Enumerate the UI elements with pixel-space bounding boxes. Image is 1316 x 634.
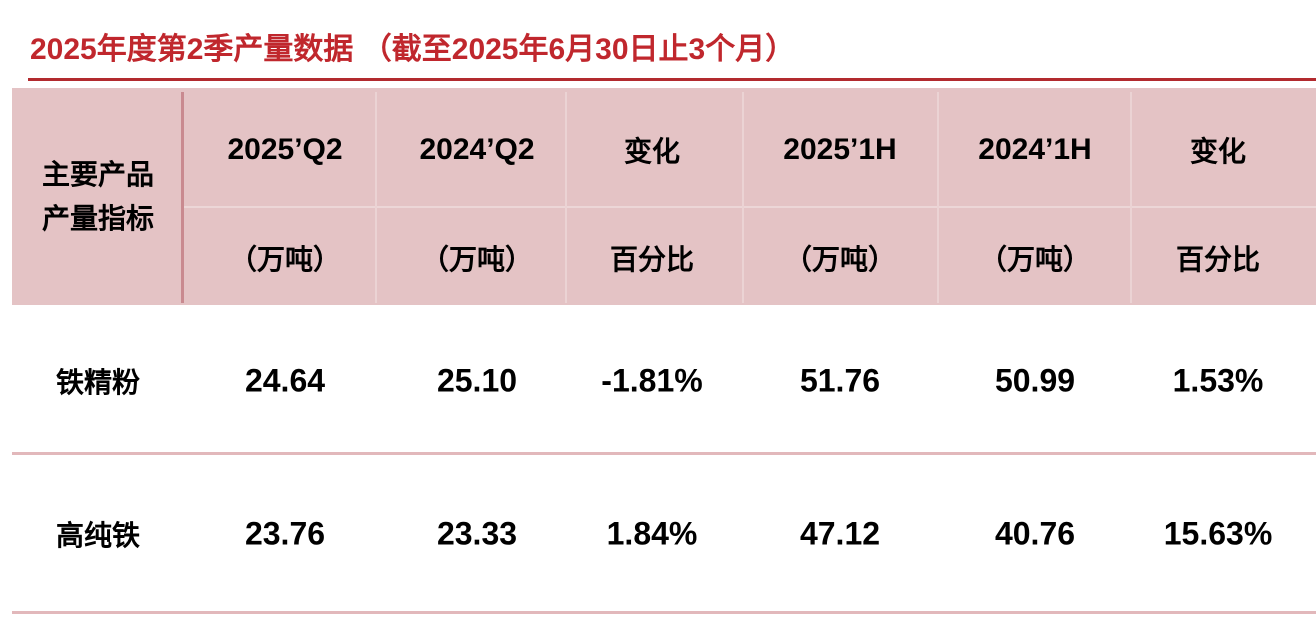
column-divider xyxy=(375,92,377,303)
column-divider xyxy=(565,92,567,303)
cell-value: 24.64 xyxy=(244,362,326,399)
column-unit: （万吨） xyxy=(783,244,897,275)
cell-value: 1.84% xyxy=(606,515,698,552)
cell-value: 25.10 xyxy=(436,362,518,399)
row-line xyxy=(12,452,1316,455)
column-divider xyxy=(742,92,744,303)
row-label: 高纯铁 xyxy=(55,520,141,551)
row-header-line: 主要产品 xyxy=(41,159,155,190)
column-unit: 百分比 xyxy=(609,244,695,275)
column-unit: （万吨） xyxy=(228,244,342,275)
column-header: 2024’1H xyxy=(978,133,1092,166)
cell-value: 1.53% xyxy=(1172,362,1264,399)
cell-value: 15.63% xyxy=(1163,515,1273,552)
row-header: 主要产品 产量指标 xyxy=(42,153,154,241)
column-unit: （万吨） xyxy=(420,244,534,275)
cell-value: 51.76 xyxy=(799,362,881,399)
header-divider xyxy=(181,92,184,303)
cell-value: -1.81% xyxy=(601,362,703,399)
column-divider xyxy=(1130,92,1132,303)
row-label: 铁精粉 xyxy=(55,367,141,398)
cell-value: 23.33 xyxy=(436,515,518,552)
column-divider xyxy=(937,92,939,303)
column-header: 2024’Q2 xyxy=(419,133,535,166)
title-underline xyxy=(28,78,1316,81)
column-header: 2025’1H xyxy=(783,133,897,166)
cell-value: 50.99 xyxy=(994,362,1076,399)
cell-value: 23.76 xyxy=(244,515,326,552)
column-header: 变化 xyxy=(623,136,681,167)
row-line xyxy=(12,611,1316,614)
cell-value: 47.12 xyxy=(799,515,881,552)
title: 2025年度第2季产量数据 （截至2025年6月30日止3个月） xyxy=(30,33,796,66)
header-row-line xyxy=(184,206,1316,208)
column-header: 变化 xyxy=(1189,136,1247,167)
column-unit: （万吨） xyxy=(978,244,1092,275)
header-band xyxy=(12,88,1316,305)
cell-value: 40.76 xyxy=(994,515,1076,552)
row-header-line: 产量指标 xyxy=(41,203,155,234)
column-unit: 百分比 xyxy=(1175,244,1261,275)
column-header: 2025’Q2 xyxy=(227,133,343,166)
